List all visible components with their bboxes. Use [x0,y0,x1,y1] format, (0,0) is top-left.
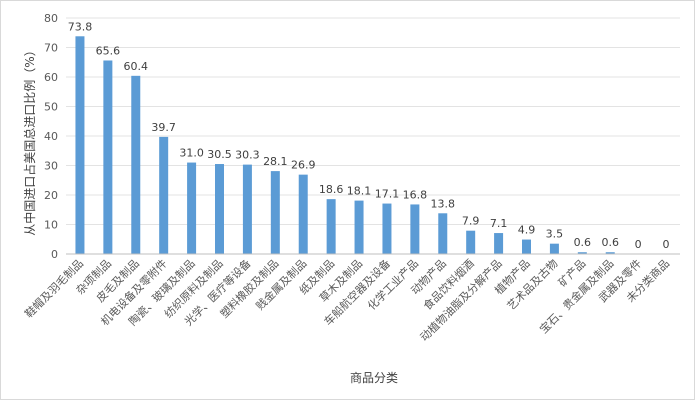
bar [605,252,615,254]
bar [522,239,531,254]
bar [103,60,113,255]
data-label: 17.1 [375,188,400,201]
bar [549,243,559,254]
data-labels: 73.865.660.4 39.731.0 30.5 30.3 28.1 26.918.6… [68,20,670,251]
data-label: 13.8 [431,197,456,210]
bar [187,162,197,254]
y-tick-label: 70 [44,42,58,55]
data-label: 73.8 [68,20,93,33]
bar [298,174,308,254]
bar [466,230,476,254]
y-tick-label: 60 [44,71,58,84]
y-tick-labels: 0 10 20 30 40 50 60 70 80 [44,12,58,261]
bar [326,199,336,254]
data-label: 0.6 [574,236,592,249]
y-tick-label: 20 [44,189,58,202]
data-label: 28.1 [263,155,288,168]
gridlines [66,17,680,225]
data-label: 0 [635,238,642,251]
category-labels: 鞋帽及羽毛制品杂项制品皮毛及制品机电设备及零附件陶瓷、玻璃及制品纺织原料及制品光… [22,256,672,344]
data-label: 4.9 [518,224,536,237]
bar [75,36,85,254]
y-tick-label: 80 [44,12,58,25]
data-label: 7.1 [490,217,508,230]
bar [410,204,420,254]
data-label: 30.5 [207,148,232,161]
data-label: 30.3 [235,149,260,162]
bar [131,75,141,254]
y-tick-label: 30 [44,160,58,173]
bar [215,164,224,254]
bar [382,203,392,254]
x-axis-title: 商品分类 [350,370,398,385]
bar [438,213,448,254]
data-label: 16.8 [403,188,428,201]
y-axis-title: 从中国进口占美国总进口比例（%） [22,44,37,235]
data-label: 3.5 [546,228,564,241]
data-label: 0 [663,238,670,251]
y-tick-label: 0 [51,248,58,261]
bar [242,164,252,254]
bar [494,233,504,254]
y-tick-label: 40 [44,130,58,143]
y-tick-label: 50 [44,101,58,114]
data-label: 26.9 [291,159,316,172]
data-label: 31.0 [179,147,204,160]
bar [354,200,364,254]
data-label: 39.7 [151,121,176,134]
data-label: 7.9 [462,215,480,228]
bar [159,136,169,254]
bars [75,36,615,255]
bar [270,171,280,254]
y-tick-label: 10 [44,219,58,232]
data-label: 18.6 [319,183,344,196]
data-label: 65.6 [96,44,121,57]
bar [577,252,587,254]
data-label: 0.6 [601,236,619,249]
data-label: 60.4 [124,60,149,73]
data-label: 18.1 [347,185,372,198]
